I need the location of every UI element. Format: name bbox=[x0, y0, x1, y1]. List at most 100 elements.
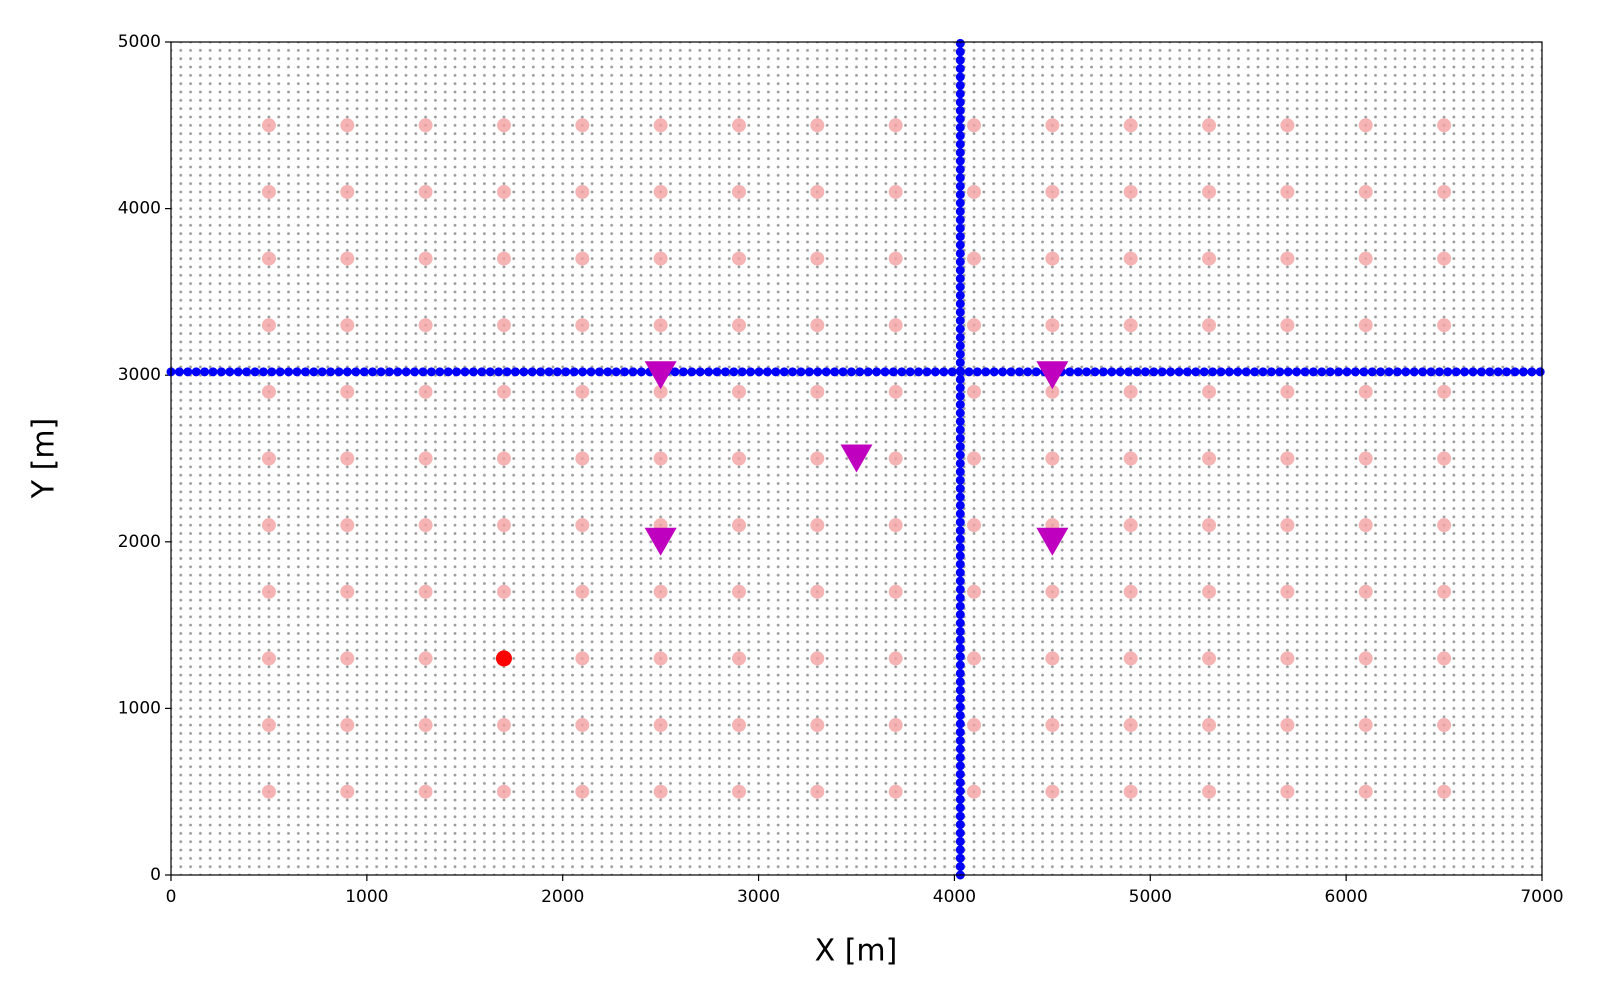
grid-point bbox=[888, 451, 903, 466]
grid-point bbox=[496, 384, 511, 399]
grid-point bbox=[418, 784, 433, 799]
grid-point bbox=[1358, 184, 1373, 199]
grid-point bbox=[653, 651, 668, 666]
grid-point bbox=[261, 451, 276, 466]
grid-point bbox=[888, 118, 903, 133]
grid-point bbox=[340, 451, 355, 466]
grid-point bbox=[340, 584, 355, 599]
grid-point bbox=[731, 384, 746, 399]
grid-point bbox=[418, 384, 433, 399]
grid-point bbox=[810, 518, 825, 533]
y-tick-label: 1000 bbox=[118, 698, 161, 718]
grid-point bbox=[731, 784, 746, 799]
grid-point bbox=[1358, 118, 1373, 133]
grid-point bbox=[1280, 118, 1295, 133]
grid-point bbox=[653, 784, 668, 799]
grid-point bbox=[967, 518, 982, 533]
grid-point bbox=[418, 318, 433, 333]
grid-point bbox=[1123, 584, 1138, 599]
grid-point bbox=[967, 384, 982, 399]
grid-point bbox=[653, 118, 668, 133]
y-axis-title: Y [m] bbox=[27, 418, 62, 500]
grid-point bbox=[731, 584, 746, 599]
grid-point bbox=[888, 251, 903, 266]
grid-point bbox=[1358, 651, 1373, 666]
grid-point bbox=[1358, 718, 1373, 733]
grid-point bbox=[810, 451, 825, 466]
grid-point bbox=[1045, 584, 1060, 599]
grid-point bbox=[261, 584, 276, 599]
grid-point bbox=[1202, 184, 1217, 199]
grid-point bbox=[1045, 251, 1060, 266]
grid-point bbox=[496, 118, 511, 133]
grid-point bbox=[1123, 318, 1138, 333]
grid-point bbox=[1045, 718, 1060, 733]
receiver-marker bbox=[1036, 527, 1069, 556]
grid-point bbox=[1045, 318, 1060, 333]
grid-point bbox=[653, 718, 668, 733]
grid-point bbox=[810, 318, 825, 333]
grid-point bbox=[1437, 251, 1452, 266]
x-axis-title: X [m] bbox=[815, 934, 898, 969]
grid-point bbox=[575, 118, 590, 133]
grid-point bbox=[1123, 118, 1138, 133]
y-tick-label: 3000 bbox=[118, 365, 161, 385]
grid-point bbox=[340, 318, 355, 333]
grid-point bbox=[1123, 251, 1138, 266]
grid-point bbox=[575, 384, 590, 399]
grid-point bbox=[575, 518, 590, 533]
grid-point bbox=[1045, 784, 1060, 799]
source-point bbox=[495, 650, 512, 667]
grid-point bbox=[1202, 318, 1217, 333]
grid-point bbox=[418, 718, 433, 733]
grid-point bbox=[1280, 651, 1295, 666]
grid-point bbox=[967, 118, 982, 133]
grid-point bbox=[810, 718, 825, 733]
x-tick-label: 1000 bbox=[345, 887, 388, 907]
y-tick-label: 4000 bbox=[118, 199, 161, 219]
grid-point bbox=[731, 118, 746, 133]
grid-point bbox=[1280, 784, 1295, 799]
grid-point bbox=[261, 651, 276, 666]
grid-point bbox=[1123, 518, 1138, 533]
grid-point bbox=[810, 651, 825, 666]
y-tick-label: 2000 bbox=[118, 532, 161, 552]
receiver-marker bbox=[644, 361, 677, 390]
grid-point bbox=[496, 784, 511, 799]
grid-point bbox=[1202, 384, 1217, 399]
grid-point bbox=[1045, 384, 1060, 399]
grid-point bbox=[1045, 118, 1060, 133]
grid-point bbox=[1280, 584, 1295, 599]
grid-point bbox=[418, 184, 433, 199]
grid-point bbox=[1358, 318, 1373, 333]
grid-point bbox=[810, 384, 825, 399]
grid-point bbox=[888, 651, 903, 666]
grid-point bbox=[1280, 718, 1295, 733]
grid-point bbox=[1358, 251, 1373, 266]
grid-point bbox=[731, 518, 746, 533]
grid-point bbox=[653, 384, 668, 399]
grid-point bbox=[1202, 451, 1217, 466]
grid-point bbox=[888, 584, 903, 599]
x-tick-label: 5000 bbox=[1129, 887, 1172, 907]
grid-point bbox=[575, 451, 590, 466]
grid-point bbox=[967, 318, 982, 333]
grid-point bbox=[261, 184, 276, 199]
grid-point bbox=[1045, 184, 1060, 199]
grid-point bbox=[418, 651, 433, 666]
grid-point bbox=[1202, 651, 1217, 666]
grid-point bbox=[1437, 584, 1452, 599]
grid-point bbox=[888, 384, 903, 399]
y-tick-label: 5000 bbox=[118, 32, 161, 52]
grid-point bbox=[418, 518, 433, 533]
grid-point bbox=[888, 784, 903, 799]
grid-point bbox=[1280, 318, 1295, 333]
grid-point bbox=[810, 584, 825, 599]
grid-point bbox=[731, 318, 746, 333]
grid-point bbox=[1280, 384, 1295, 399]
grid-point bbox=[496, 584, 511, 599]
grid-point bbox=[1358, 784, 1373, 799]
grid-point bbox=[261, 384, 276, 399]
grid-point bbox=[1437, 518, 1452, 533]
grid-point bbox=[1437, 651, 1452, 666]
